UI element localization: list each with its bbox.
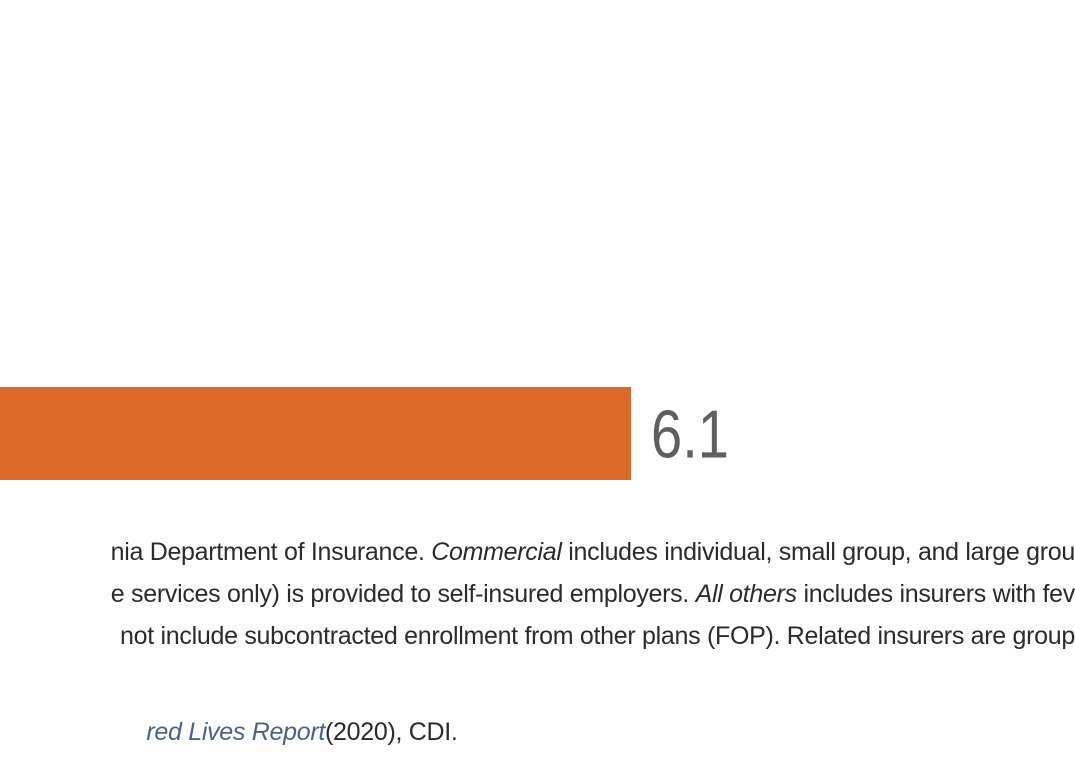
note-line-1: nia Department of Insurance. Commercial … bbox=[111, 531, 1075, 573]
source-report-wrap: red Lives Report bbox=[146, 710, 325, 754]
source-tail: (2020), CDI. bbox=[325, 718, 458, 746]
note-line-2-part-3: includes insurers with fev bbox=[796, 580, 1075, 608]
note-line-2: e services only) is provided to self-ins… bbox=[111, 573, 1075, 615]
note-term-commercial: Commercial bbox=[431, 538, 562, 566]
note-line-2-part-1: e services only) is provided to self-ins… bbox=[110, 580, 696, 608]
note-term-all-others: All others bbox=[695, 580, 798, 608]
note-line-1-part-3: includes individual, small group, and la… bbox=[561, 538, 1075, 566]
note-line-3: not include subcontracted enrollment fro… bbox=[120, 615, 1075, 657]
bar-chart: 6.1 bbox=[0, 387, 729, 480]
chart-notes: nia Department of Insurance. Commercial … bbox=[0, 531, 1075, 661]
chart-source: red Lives Report (2020), CDI. bbox=[0, 710, 1075, 754]
bar-0 bbox=[0, 387, 631, 480]
source-report-link[interactable]: red Lives Report bbox=[146, 718, 325, 746]
bar-value-label-0: 6.1 bbox=[651, 397, 729, 473]
note-line-3-part-1: not include subcontracted enrollment fro… bbox=[120, 622, 1075, 650]
note-line-1-part-1: nia Department of Insurance. bbox=[110, 538, 432, 566]
bar-chart-svg: 6.1 bbox=[0, 387, 729, 480]
